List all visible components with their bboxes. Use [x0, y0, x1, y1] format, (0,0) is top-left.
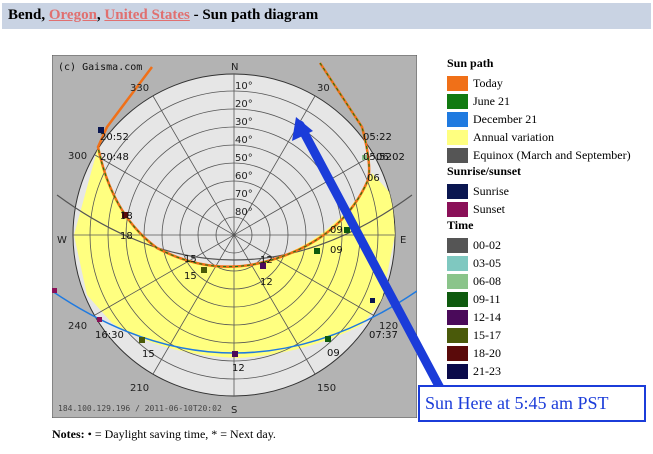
diagram-footer: 184.100.129.196 / 2011-06-10T20:02: [58, 404, 222, 413]
altitude-label: 30°: [235, 117, 253, 128]
hour-markers: [52, 127, 375, 357]
title-comma: ,: [96, 7, 101, 23]
legend-item-time: 21-23: [447, 362, 653, 380]
sunrise-time-december: 05:52: [363, 152, 392, 163]
azimuth-label-210: 210: [130, 383, 149, 394]
legend-item-time: 00-02: [447, 236, 653, 254]
azimuth-label-240: 240: [68, 321, 87, 332]
legend-item-annual: Annual variation: [447, 128, 653, 146]
hour-label: 06: [367, 173, 380, 184]
hour-label: 15: [184, 271, 197, 282]
copyright-label: (c) Gaisma.com: [58, 62, 142, 73]
altitude-label: 50°: [235, 153, 253, 164]
legend-item-time: 09-11: [447, 290, 653, 308]
hour-label: 09: [330, 225, 343, 236]
legend-item-time: 18-20: [447, 344, 653, 362]
hour-label: 12: [260, 277, 273, 288]
legend-item-december: December 21: [447, 110, 653, 128]
region-link[interactable]: Oregon: [48, 7, 97, 23]
sunrise-time-today: 05:22: [363, 132, 392, 143]
legend-item-time: 03-05: [447, 254, 653, 272]
altitude-label: 70°: [235, 189, 253, 200]
hour-label: 15: [184, 254, 197, 265]
notes-label: Notes:: [52, 427, 85, 441]
altitude-label: 20°: [235, 99, 253, 110]
legend-item-sunset: Sunset: [447, 200, 653, 218]
legend-item-today: Today: [447, 74, 653, 92]
sun-path-diagram: N S E W 10° 20° 30° 40° 50° 60° 70° 80° …: [52, 55, 417, 418]
title-bar: Bend, Oregon, United States - Sun path d…: [0, 0, 653, 33]
title-suffix: - Sun path diagram: [193, 7, 319, 23]
hour-label: 18: [120, 231, 133, 242]
sunset-time-today: 20:52: [100, 132, 129, 143]
altitude-label: 80°: [235, 207, 253, 218]
notes-text: • = Daylight saving time, * = Next day.: [84, 427, 276, 441]
equinox-path: [56, 194, 413, 261]
country-link[interactable]: United States: [104, 7, 190, 23]
east-label: E: [400, 235, 406, 246]
sunrise-time-winter: 07:37: [369, 330, 398, 341]
north-label: N: [231, 62, 238, 73]
sunset-time-june: 20:48: [100, 152, 129, 163]
legend-item-time: 06-08: [447, 272, 653, 290]
hour-label: 15: [142, 349, 155, 360]
hour-label: 18: [120, 211, 133, 222]
city-name: Bend: [8, 7, 42, 23]
legend-panel: Sun path Today June 21 December 21 Annua…: [447, 56, 653, 380]
legend-item-time: 12-14: [447, 308, 653, 326]
altitude-label: 40°: [235, 135, 253, 146]
hour-label: 09: [330, 245, 343, 256]
annotation-callout: Sun Here at 5:45 am PST: [418, 385, 646, 422]
legend-header-sun-path: Sun path: [447, 56, 494, 70]
altitude-label: 60°: [235, 171, 253, 182]
azimuth-label-150: 150: [317, 383, 336, 394]
hour-label: 09: [327, 348, 340, 359]
title-band: [2, 3, 651, 29]
notes-line: Notes: • = Daylight saving time, * = Nex…: [52, 427, 276, 442]
altitude-label: 10°: [235, 81, 253, 92]
azimuth-label-330: 330: [130, 83, 149, 94]
hour-label: 12: [260, 255, 273, 266]
legend-item-equinox: Equinox (March and September): [447, 146, 653, 164]
azimuth-label-30: 30: [317, 83, 330, 94]
annual-variation-area: [74, 147, 395, 358]
legend-item-june: June 21: [447, 92, 653, 110]
legend-item-time: 15-17: [447, 326, 653, 344]
sunset-time-december: 16:30: [95, 330, 124, 341]
sunrise-time-june: 06:02: [376, 152, 405, 163]
azimuth-label-300: 300: [68, 151, 87, 162]
legend-header-time: Time: [447, 218, 474, 232]
south-label: S: [231, 405, 237, 416]
west-label: W: [57, 235, 67, 246]
azimuth-label-120: 120: [379, 321, 398, 332]
page-title: Bend, Oregon, United States - Sun path d…: [8, 7, 318, 24]
legend-item-sunrise: Sunrise: [447, 182, 653, 200]
title-comma: ,: [41, 7, 46, 23]
hour-label: 12: [232, 363, 245, 374]
legend-header-sunrise: Sunrise/sunset: [447, 164, 522, 178]
